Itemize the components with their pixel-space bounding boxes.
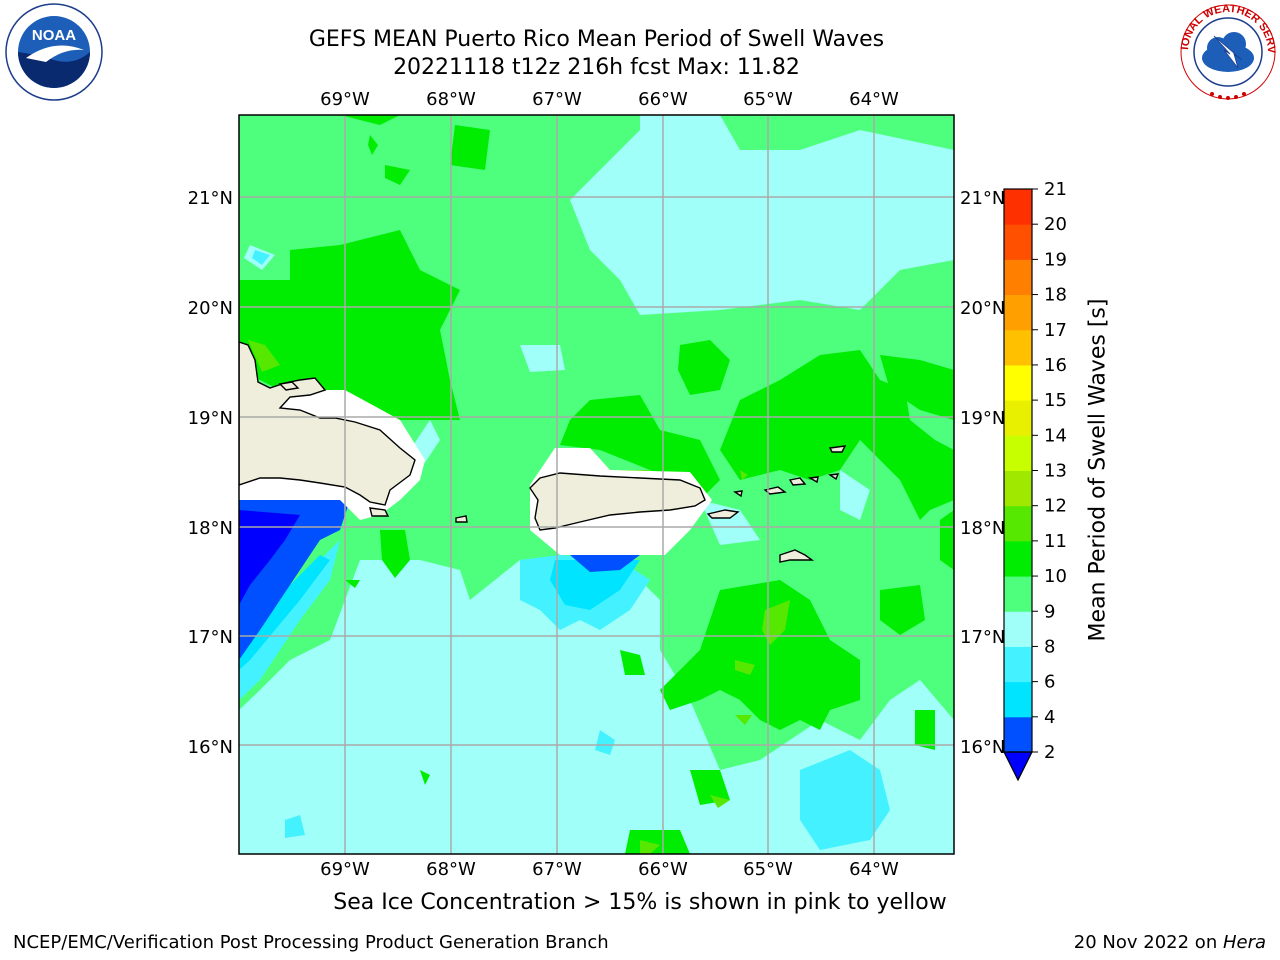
colorbar: 2 4 6 8 9 10 11 12 13 14 15 16 17 18 19 20 21 bbox=[1003, 179, 1067, 782]
colorbar-band bbox=[1004, 716, 1032, 753]
plot-frame bbox=[238, 114, 955, 855]
lat-tick-right: 18°N bbox=[960, 518, 1005, 539]
chart-title: GEFS MEAN Puerto Rico Mean Period of Swe… bbox=[308, 27, 885, 52]
colorbar-band bbox=[1004, 364, 1032, 401]
lat-tick-left: 20°N bbox=[188, 298, 233, 319]
lon-tick-top: 65°W bbox=[743, 89, 793, 110]
colorbar-band bbox=[1004, 400, 1032, 436]
lon-tick-bottom: 65°W bbox=[743, 859, 793, 880]
colorbar-tick-label: 4 bbox=[1044, 707, 1055, 728]
map-grid bbox=[239, 115, 954, 854]
lat-tick-left: 17°N bbox=[188, 627, 233, 648]
lat-tick-right: 20°N bbox=[960, 298, 1005, 319]
lon-tick-top: 68°W bbox=[426, 89, 476, 110]
lat-tick-left: 19°N bbox=[188, 408, 233, 429]
colorbar-band bbox=[1004, 576, 1032, 612]
colorbar-band bbox=[1004, 259, 1032, 296]
colorbar-label: Mean Period of Swell Waves [s] bbox=[1085, 298, 1111, 642]
colorbar-band bbox=[1004, 470, 1032, 507]
colorbar-tick-label: 20 bbox=[1044, 214, 1067, 235]
contour-under-2 bbox=[239, 510, 300, 605]
sea-ice-note: Sea Ice Concentration > 15% is shown in … bbox=[333, 890, 947, 915]
colorbar-band bbox=[1004, 189, 1032, 225]
lon-tick-top: 69°W bbox=[320, 89, 370, 110]
colorbar-tick-label: 11 bbox=[1044, 531, 1067, 552]
colorbar-tick-label: 17 bbox=[1044, 320, 1067, 341]
nws-stars-icon bbox=[1210, 92, 1246, 100]
lon-tick-bottom: 64°W bbox=[849, 859, 899, 880]
lat-tick-right: 19°N bbox=[960, 408, 1005, 429]
colorbar-band bbox=[1004, 329, 1032, 366]
colorbar-tick-label: 19 bbox=[1044, 249, 1067, 270]
footer-date: 20 Nov 2022 on Hera bbox=[1074, 932, 1266, 954]
colorbar-band bbox=[1004, 505, 1032, 542]
colorbar-tick-label: 21 bbox=[1044, 179, 1067, 200]
lon-tick-top: 67°W bbox=[532, 89, 582, 110]
footer-date-text: 20 Nov 2022 on bbox=[1073, 932, 1223, 953]
colorbar-band bbox=[1004, 224, 1032, 260]
lon-tick-bottom: 67°W bbox=[532, 859, 582, 880]
lon-tick-top: 66°W bbox=[638, 89, 688, 110]
colorbar-band bbox=[1004, 611, 1032, 647]
colorbar-extend-triangle bbox=[1003, 751, 1033, 782]
noaa-logo: NOAA bbox=[5, 3, 103, 101]
colorbar-tick-label: 12 bbox=[1044, 496, 1067, 517]
colorbar-band bbox=[1004, 540, 1032, 577]
colorbar-band bbox=[1004, 435, 1032, 471]
footer-host: Hera bbox=[1222, 932, 1266, 953]
colorbar-band bbox=[1004, 294, 1032, 331]
colorbar-tick-label: 14 bbox=[1044, 425, 1067, 446]
lon-tick-top: 64°W bbox=[849, 89, 899, 110]
colorbar-tick-label: 10 bbox=[1044, 566, 1067, 587]
colorbar-band bbox=[1004, 681, 1032, 718]
lon-tick-bottom: 66°W bbox=[638, 859, 688, 880]
lat-tick-right: 16°N bbox=[960, 737, 1005, 758]
colorbar-tick-label: 18 bbox=[1044, 285, 1067, 306]
chart-subtitle: 20221118 t12z 216h fcst Max: 11.82 bbox=[393, 55, 800, 80]
noaa-logo-text: NOAA bbox=[32, 27, 76, 44]
lon-tick-bottom: 69°W bbox=[320, 859, 370, 880]
lat-tick-left: 21°N bbox=[188, 188, 233, 209]
nws-logo: NATIONAL WEATHER SERVICE bbox=[1176, 2, 1277, 100]
colorbar-tick-label: 16 bbox=[1044, 355, 1067, 376]
lat-tick-left: 16°N bbox=[188, 737, 233, 758]
lat-tick-right: 17°N bbox=[960, 627, 1005, 648]
colorbar-band bbox=[1004, 646, 1032, 683]
colorbar-tick-label: 8 bbox=[1044, 636, 1055, 657]
colorbar-tick-label: 2 bbox=[1044, 742, 1055, 763]
puerto-rico-land bbox=[529, 472, 706, 531]
colorbar-tick-label: 13 bbox=[1044, 461, 1067, 482]
footer-credit: NCEP/EMC/Verification Post Processing Pr… bbox=[13, 932, 609, 953]
lon-tick-bottom: 68°W bbox=[426, 859, 476, 880]
contour-4-6 bbox=[239, 555, 640, 670]
contour-field bbox=[239, 115, 954, 854]
colorbar-tick-label: 6 bbox=[1044, 672, 1055, 693]
colorbar-tick-label: 15 bbox=[1044, 390, 1067, 411]
land bbox=[239, 341, 847, 563]
lat-tick-right: 21°N bbox=[960, 188, 1005, 209]
lat-tick-left: 18°N bbox=[188, 518, 233, 539]
colorbar-tick-label: 9 bbox=[1044, 601, 1055, 622]
